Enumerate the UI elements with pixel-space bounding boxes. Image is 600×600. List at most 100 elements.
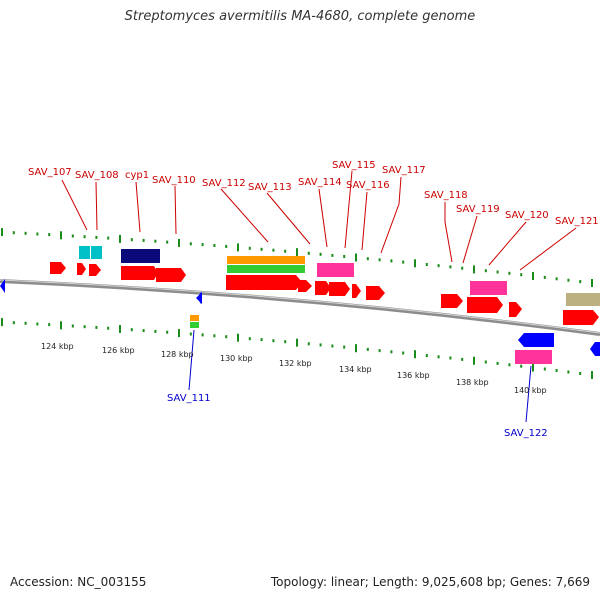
major-tick	[414, 350, 416, 359]
tick-label: 132 kbp	[279, 359, 312, 368]
minor-tick	[425, 263, 428, 266]
gene-label-sav122[interactable]: SAV_122	[504, 428, 548, 439]
gene-arrow-sav110[interactable]	[156, 268, 186, 282]
gene-arrow-sav114[interactable]	[315, 281, 331, 295]
minor-tick	[166, 240, 169, 244]
major-tick	[178, 329, 180, 338]
cds-box-sav114[interactable]	[317, 263, 354, 277]
major-tick	[532, 272, 534, 280]
gene-arrow-sav119[interactable]	[467, 297, 503, 313]
gene-label-sav119[interactable]: SAV_119	[456, 204, 500, 215]
minor-tick	[189, 332, 192, 336]
cds-box-sav122[interactable]	[515, 350, 552, 364]
gene-label-sav111[interactable]: SAV_111	[167, 393, 211, 404]
gene-label-sav116[interactable]: SAV_116	[346, 180, 390, 191]
minor-tick	[95, 235, 98, 239]
gene-arrow-sav118[interactable]	[441, 294, 463, 308]
outer-tick-track	[1, 228, 593, 287]
minor-tick	[71, 324, 74, 328]
gene-arrow-sav112[interactable]	[226, 275, 302, 290]
minor-tick	[567, 370, 570, 374]
minor-tick	[366, 347, 369, 351]
gene-arrow-sav116[interactable]	[352, 284, 361, 298]
minor-tick	[508, 363, 511, 367]
minor-tick	[343, 345, 346, 349]
minor-tick	[543, 367, 546, 371]
minor-tick	[95, 325, 98, 329]
cds-box-sav107[interactable]	[79, 246, 90, 259]
gene-label-sav117[interactable]: SAV_117	[382, 165, 426, 176]
genome-backbone-highlight	[0, 279, 600, 334]
minor-tick	[319, 252, 322, 256]
minor-tick	[484, 360, 487, 364]
gene-arrow-left-edge[interactable]	[0, 279, 5, 293]
cds-box-sav119[interactable]	[470, 281, 507, 295]
minor-tick	[213, 334, 216, 338]
minor-tick	[390, 350, 393, 354]
gene-label-sav120[interactable]: SAV_120	[505, 210, 549, 221]
gene-label-sav115[interactable]: SAV_115	[332, 160, 376, 171]
minor-tick	[496, 270, 499, 274]
gene-label-sav112[interactable]: SAV_112	[202, 178, 246, 189]
gene-label-sav118[interactable]: SAV_118	[424, 190, 468, 201]
major-tick	[60, 321, 62, 330]
minor-tick	[484, 269, 487, 273]
minor-tick	[260, 338, 263, 342]
major-tick	[414, 259, 416, 268]
gene-arrow-sav117[interactable]	[366, 286, 385, 300]
gene-label-sav107[interactable]: SAV_107	[28, 167, 72, 178]
major-tick	[591, 371, 593, 379]
gene-label-sav113[interactable]: SAV_113	[248, 182, 292, 193]
gene-arrow-sav115[interactable]	[329, 282, 350, 296]
cds-box-sav112-orange[interactable]	[227, 256, 305, 264]
cds-box-sav108[interactable]	[91, 246, 102, 259]
tick-label: 128 kbp	[161, 350, 194, 359]
gene-arrow-sav111[interactable]	[196, 292, 202, 304]
minor-tick	[567, 278, 570, 282]
major-tick	[473, 356, 475, 365]
minor-tick	[461, 357, 464, 361]
cds-box-sav111-green[interactable]	[190, 322, 199, 328]
gene-arrow-sav120[interactable]	[509, 302, 522, 317]
gene-arrow-sav122[interactable]	[518, 333, 554, 347]
minor-tick	[201, 243, 204, 247]
minor-tick	[284, 249, 287, 253]
gene-arrow-sav108b[interactable]	[89, 264, 101, 276]
tick-label: 136 kbp	[397, 371, 430, 380]
gene-arrow-sav108a[interactable]	[77, 263, 86, 275]
minor-tick	[496, 361, 499, 365]
gene-label-sav108[interactable]: SAV_108	[75, 170, 119, 181]
gene-arrow-cyp1[interactable]	[121, 266, 158, 280]
minor-tick	[107, 326, 110, 330]
gene-arrow-sav107[interactable]	[50, 262, 66, 274]
major-tick	[532, 363, 534, 372]
minor-tick	[225, 244, 228, 248]
minor-tick	[83, 235, 86, 239]
gene-arrow-sav121[interactable]	[563, 310, 599, 325]
gene-label-sav121[interactable]: SAV_121	[555, 216, 599, 227]
gene-arrow-sav113[interactable]	[298, 280, 312, 292]
major-tick	[473, 265, 475, 274]
gene-label-cyp1[interactable]: cyp1	[125, 170, 149, 181]
cds-box-cyp1[interactable]	[121, 249, 160, 263]
minor-tick	[12, 231, 15, 235]
minor-tick	[36, 322, 39, 326]
minor-tick	[225, 335, 228, 339]
minor-tick	[201, 333, 204, 337]
minor-tick	[579, 372, 582, 375]
minor-tick	[520, 364, 523, 368]
gene-arrow-right-edge[interactable]	[590, 342, 600, 356]
cds-box-sav121[interactable]	[566, 293, 600, 306]
cds-box-sav112-green[interactable]	[227, 265, 305, 273]
minor-tick	[272, 339, 275, 343]
minor-tick	[189, 242, 192, 246]
minor-tick	[284, 340, 287, 344]
gene-label-sav114[interactable]: SAV_114	[298, 177, 342, 188]
minor-tick	[402, 351, 405, 355]
cds-box-sav111-orange[interactable]	[190, 315, 199, 321]
minor-tick	[36, 232, 39, 236]
gene-label-sav110[interactable]: SAV_110	[152, 175, 196, 186]
minor-tick	[71, 234, 74, 238]
minor-tick	[508, 271, 511, 275]
major-tick	[296, 338, 298, 347]
